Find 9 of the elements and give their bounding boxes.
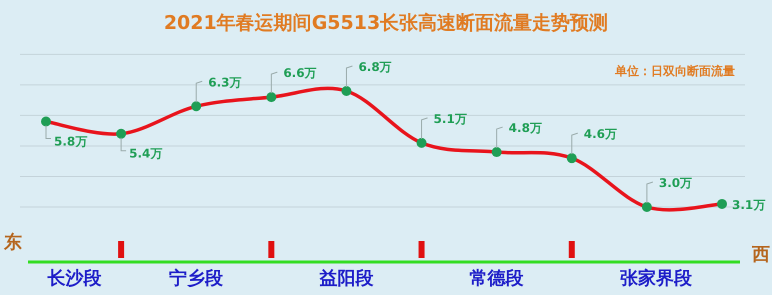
text: 东 [3, 232, 22, 253]
text: 益阳段 [318, 268, 374, 289]
text: 常德段 [470, 268, 525, 289]
text: 单位：日双向断面流量 [614, 64, 735, 78]
text: 长沙段 [46, 268, 103, 289]
text: 张家界段 [620, 268, 693, 289]
title: 2021年春运期间G5513长张高速断面流量走势预测 [164, 12, 608, 34]
text: 西 [751, 244, 770, 265]
text: 宁乡段 [169, 268, 224, 289]
